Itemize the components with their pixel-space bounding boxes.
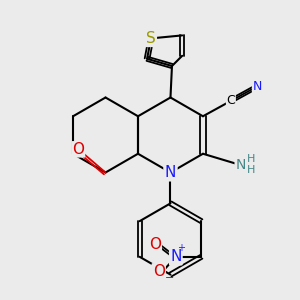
Text: −: − [165,273,175,284]
Text: O: O [153,264,165,279]
Text: +: + [177,243,185,254]
Text: O: O [73,142,85,157]
Text: C: C [226,94,235,107]
Text: S: S [146,31,156,46]
Text: N: N [165,165,176,180]
Text: N: N [253,80,262,93]
Text: N: N [235,158,246,172]
Text: O: O [149,237,161,252]
Text: N: N [170,249,182,264]
Text: H: H [247,165,256,175]
Text: H: H [247,154,256,164]
